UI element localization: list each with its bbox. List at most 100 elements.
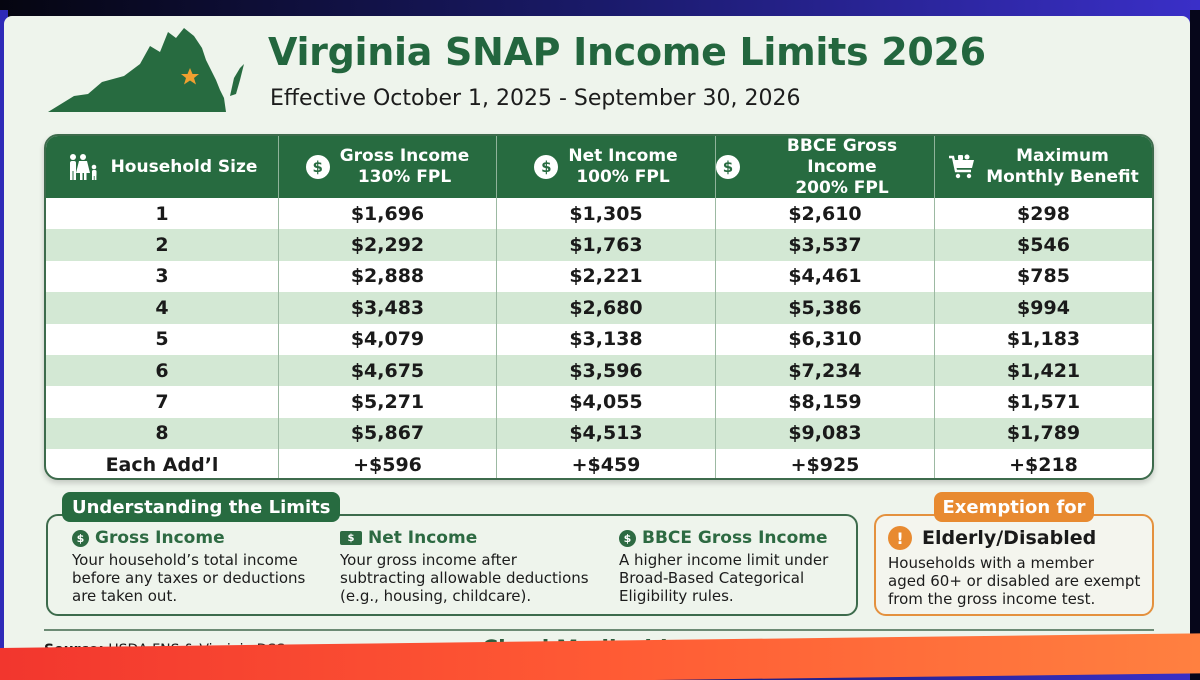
- cell-net-income: $2,680: [497, 292, 716, 324]
- cell-household-size: 4: [46, 292, 279, 324]
- dollar-bill-icon: $: [340, 531, 362, 545]
- cell-bbce-gross-income: $2,610: [716, 198, 935, 230]
- cell-household-size: 8: [46, 417, 279, 450]
- column-net-income: $ Net Income 100% FPL: [497, 136, 716, 198]
- table-body: 1 $1,696 $1,305 $2,610 $298 2 $2,292 $1,…: [46, 198, 1152, 478]
- footer-divider: [44, 629, 1154, 631]
- understanding-limits-heading: Understanding the Limits: [62, 492, 341, 522]
- family-icon: [69, 154, 97, 180]
- column-label: BBCE Gross Income: [786, 135, 898, 177]
- cell-max-benefit: +$218: [1009, 453, 1078, 476]
- table-row: 1 $1,696 $1,305 $2,610 $298: [46, 198, 1152, 230]
- table-row: 8 $5,867 $4,513 $9,083 $1,789: [46, 417, 1152, 450]
- virginia-map-icon: [48, 28, 244, 112]
- dollar-coin-icon: $: [72, 529, 89, 547]
- cell-gross-income: $5,271: [279, 386, 497, 418]
- cell-gross-income: $1,696: [279, 198, 497, 230]
- term-desc-line: (e.g., housing, childcare).: [340, 587, 532, 605]
- cell-max-benefit: $1,421: [1006, 359, 1081, 382]
- cell-household-size: 6: [46, 354, 279, 387]
- column-label: Net Income: [568, 146, 678, 166]
- exemption-desc-line: aged 60+ or disabled are exempt: [888, 572, 1141, 590]
- term-desc-line: A higher income limit under: [619, 551, 829, 569]
- cell-gross-income: $2,292: [279, 229, 497, 261]
- exemption-desc-line: from the gross income test.: [888, 590, 1096, 608]
- column-bbce-gross-income: $ BBCE Gross Income 200% FPL: [716, 136, 935, 198]
- term-desc-line: are taken out.: [72, 587, 178, 605]
- cell-bbce-gross-income: $4,461: [716, 260, 935, 293]
- exemption-title-text: Elderly/Disabled: [922, 527, 1097, 549]
- cell-net-income: $2,221: [497, 260, 716, 293]
- cell-net-income: $1,763: [497, 229, 716, 261]
- cell-household-size: 7: [46, 386, 279, 418]
- term-title: BBCE Gross Income: [642, 528, 828, 548]
- column-max-benefit: Maximum Monthly Benefit: [935, 136, 1152, 198]
- table-row: 4 $3,483 $2,680 $5,386 $994: [46, 292, 1152, 324]
- cell-gross-income: $3,483: [279, 292, 497, 324]
- column-label: Gross Income: [339, 146, 470, 166]
- column-label: Household Size: [110, 156, 258, 177]
- cell-gross-income: $4,079: [279, 323, 497, 355]
- shopping-cart-icon: [949, 154, 975, 179]
- cell-gross-income: $4,675: [279, 354, 497, 387]
- exemption-description: Households with a member aged 60+ or dis…: [888, 554, 1150, 608]
- cell-net-income: +$459: [497, 449, 716, 478]
- term-desc-line: Your household’s total income: [72, 551, 298, 569]
- term-bbce-gross-income: $ BBCE Gross Income A higher income limi…: [619, 528, 828, 605]
- dollar-coin-icon: $: [534, 155, 559, 179]
- cell-max-benefit: $298: [1017, 202, 1070, 225]
- exemption-heading: Exemption for: [934, 492, 1094, 522]
- cell-gross-income: $5,867: [279, 417, 497, 450]
- cell-bbce-gross-income: +$925: [716, 449, 935, 478]
- cell-household-size: Each Add’l: [46, 449, 279, 478]
- cell-max-benefit: $546: [1017, 234, 1070, 257]
- cell-net-income: $4,055: [497, 386, 716, 418]
- term-desc-line: Broad-Based Categorical: [619, 569, 805, 587]
- term-title: Net Income: [368, 528, 478, 548]
- table-row: 6 $4,675 $3,596 $7,234 $1,421: [46, 354, 1152, 387]
- cell-bbce-gross-income: $8,159: [716, 386, 935, 418]
- cell-bbce-gross-income: $5,386: [716, 292, 935, 324]
- cell-max-benefit: $1,183: [1006, 328, 1081, 351]
- frame-edge-right: [1190, 10, 1200, 680]
- exemption-desc-line: Households with a member: [888, 554, 1094, 572]
- cell-net-income: $3,138: [497, 323, 716, 355]
- cell-max-benefit: $1,789: [1006, 422, 1081, 445]
- cell-net-income: $4,513: [497, 417, 716, 450]
- star-icon: [181, 68, 199, 85]
- column-gross-income: $ Gross Income 130% FPL: [279, 136, 497, 198]
- column-sublabel: 100% FPL: [576, 167, 670, 187]
- alert-icon: !: [888, 526, 912, 550]
- table-row: 2 $2,292 $1,763 $3,537 $546: [46, 229, 1152, 261]
- understanding-limits-box: [46, 514, 858, 616]
- cell-gross-income: +$596: [279, 449, 497, 478]
- cell-bbce-gross-income: $3,537: [716, 229, 935, 261]
- table-row: 3 $2,888 $2,221 $4,461 $785: [46, 260, 1152, 293]
- cell-net-income: $3,596: [497, 354, 716, 387]
- cell-bbce-gross-income: $7,234: [716, 354, 935, 387]
- column-sublabel: 200% FPL: [795, 177, 889, 198]
- dollar-coin-icon: $: [716, 155, 740, 179]
- table-row: 7 $5,271 $4,055 $8,159 $1,571: [46, 386, 1152, 418]
- term-desc-line: subtracting allowable deductions: [340, 569, 589, 587]
- column-sublabel: 130% FPL: [357, 167, 452, 187]
- exemption-box: [874, 514, 1154, 616]
- table-row-each-additional: Each Add’l +$596 +$459 +$925 +$218: [46, 449, 1152, 478]
- cell-household-size: 5: [46, 323, 279, 355]
- column-sublabel: Monthly Benefit: [986, 167, 1139, 187]
- cell-household-size: 3: [46, 260, 279, 293]
- term-net-income: $ Net Income Your gross income after sub…: [340, 528, 589, 605]
- column-household-size: Household Size: [46, 136, 279, 198]
- dollar-coin-icon: $: [305, 155, 330, 179]
- cell-max-benefit: $994: [1017, 296, 1070, 319]
- cell-bbce-gross-income: $9,083: [716, 417, 935, 450]
- exemption-title: ! Elderly/Disabled: [888, 526, 1096, 550]
- dollar-coin-icon: $: [619, 529, 636, 547]
- cell-household-size: 2: [46, 229, 279, 261]
- term-title: Gross Income: [95, 528, 225, 548]
- term-desc-line: before any taxes or deductions: [72, 569, 306, 587]
- effective-dates: Effective October 1, 2025 - September 30…: [270, 86, 801, 111]
- cell-max-benefit: $785: [1017, 265, 1070, 288]
- cell-net-income: $1,305: [497, 198, 716, 230]
- income-limits-table: Household Size $ Gross Income 130% FPL $…: [44, 134, 1154, 480]
